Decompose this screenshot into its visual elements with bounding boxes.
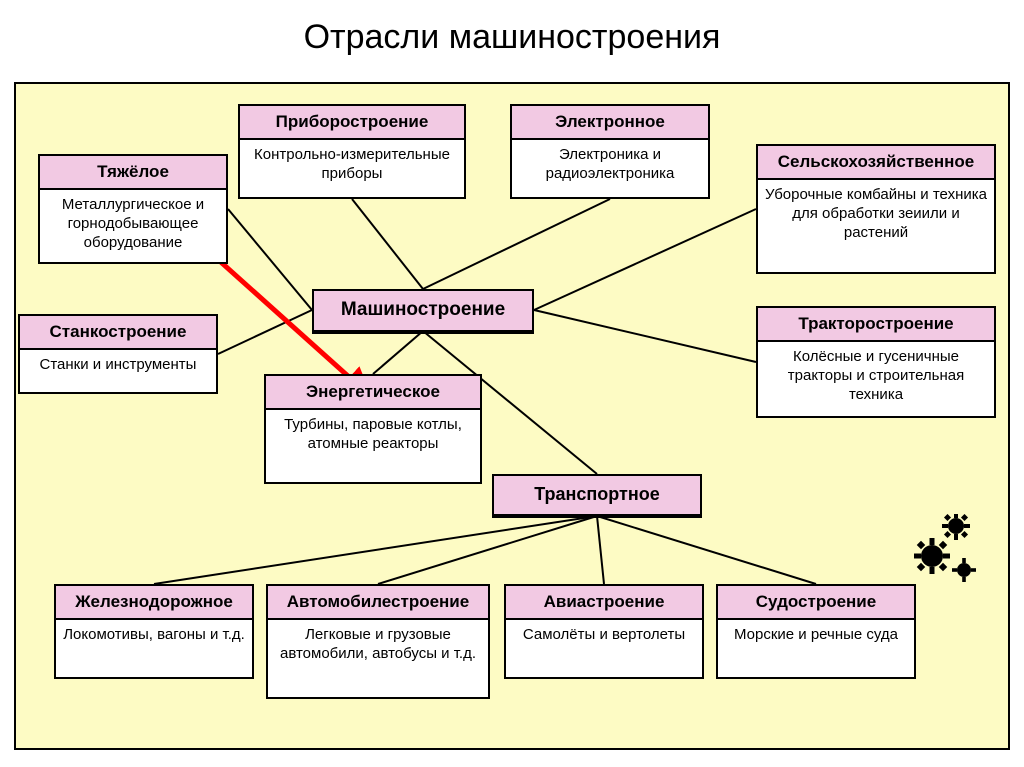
node-agri-body: Уборочные комбайны и техника для обработ… xyxy=(758,180,994,248)
node-energy-title: Энергетическое xyxy=(266,376,480,410)
node-avia: Авиастроение Самолёты и вертолеты xyxy=(504,584,704,679)
node-heavy-title: Тяжёлое xyxy=(40,156,226,190)
gear-icon xyxy=(908,514,988,599)
node-instrument: Приборостроение Контрольно-измерительные… xyxy=(238,104,466,199)
node-heavy-body: Металлургическое и горнодобывающее обору… xyxy=(40,190,226,258)
node-machine-tool-title: Станкостроение xyxy=(20,316,216,350)
node-tractor: Тракторостроение Колёсные и гусеничные т… xyxy=(756,306,996,418)
node-energy-body: Турбины, паровые котлы, атомные реакторы xyxy=(266,410,480,460)
page-title: Отрасли машиностроения xyxy=(0,0,1024,67)
node-agri: Сельскохозяйственное Уборочные комбайны … xyxy=(756,144,996,274)
node-ship: Судостроение Морские и речные суда xyxy=(716,584,916,679)
node-heavy: Тяжёлое Металлургическое и горнодобывающ… xyxy=(38,154,228,264)
node-avia-title: Авиастроение xyxy=(506,586,702,620)
node-ship-body: Морские и речные суда xyxy=(718,620,914,651)
node-tractor-title: Тракторостроение xyxy=(758,308,994,342)
node-rail-body: Локомотивы, вагоны и т.д. xyxy=(56,620,252,651)
node-center-title: Машиностроение xyxy=(314,291,532,332)
node-avia-body: Самолёты и вертолеты xyxy=(506,620,702,651)
diagram-canvas: Машиностроение Тяжёлое Металлургическое … xyxy=(14,82,1010,750)
node-machine-tool-body: Станки и инструменты xyxy=(20,350,216,381)
node-ship-title: Судостроение xyxy=(718,586,914,620)
node-center: Машиностроение xyxy=(312,289,534,334)
node-transport-title: Транспортное xyxy=(494,476,700,516)
node-agri-title: Сельскохозяйственное xyxy=(758,146,994,180)
node-energy: Энергетическое Турбины, паровые котлы, а… xyxy=(264,374,482,484)
node-auto-title: Автомобилестроение xyxy=(268,586,488,620)
node-electronic-body: Электроника и радиоэлектроника xyxy=(512,140,708,190)
node-auto-body: Легковые и грузовые автомобили, автобусы… xyxy=(268,620,488,670)
node-machine-tool: Станкостроение Станки и инструменты xyxy=(18,314,218,394)
node-electronic-title: Электронное xyxy=(512,106,708,140)
node-electronic: Электронное Электроника и радиоэлектрони… xyxy=(510,104,710,199)
node-instrument-body: Контрольно-измерительные приборы xyxy=(240,140,464,190)
node-tractor-body: Колёсные и гусеничные тракторы и строите… xyxy=(758,342,994,410)
node-auto: Автомобилестроение Легковые и грузовые а… xyxy=(266,584,490,699)
node-rail: Железнодорожное Локомотивы, вагоны и т.д… xyxy=(54,584,254,679)
node-instrument-title: Приборостроение xyxy=(240,106,464,140)
node-rail-title: Железнодорожное xyxy=(56,586,252,620)
node-transport: Транспортное xyxy=(492,474,702,518)
